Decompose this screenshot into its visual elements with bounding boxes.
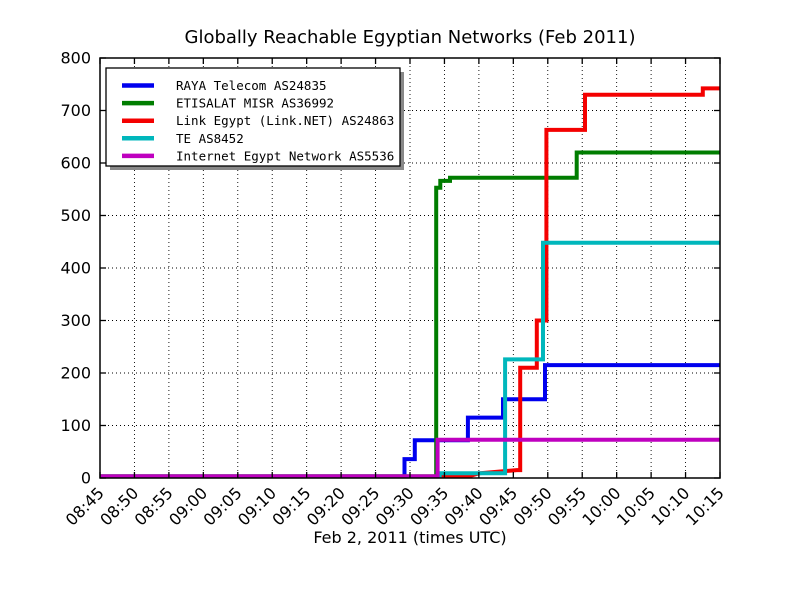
x-tick-label: 08:50 [96, 483, 142, 529]
x-tick-label: 09:10 [234, 483, 280, 529]
series-line-etisalat-misr-as36992 [100, 150, 720, 479]
y-tick-label: 200 [60, 364, 91, 383]
legend-item: Internet Egypt Network AS5536 [122, 148, 394, 163]
x-tick-label: 09:00 [165, 483, 211, 529]
x-tick-label: 09:25 [337, 483, 383, 529]
x-tick-label: 09:30 [372, 483, 418, 529]
x-tick-label: 10:00 [578, 483, 624, 529]
legend: RAYA Telecom AS24835 ETISALAT MISR AS3699… [105, 67, 404, 170]
x-tick-label: 09:20 [303, 483, 349, 529]
y-tick-labels: 0 100 200 300 400 500 600 700 800 [60, 49, 91, 488]
legend-item: RAYA Telecom AS24835 [122, 78, 327, 93]
legend-item: ETISALAT MISR AS36992 [122, 96, 334, 111]
y-tick-label: 0 [81, 469, 91, 488]
x-tick-label: 10:10 [647, 483, 693, 529]
x-axis-label: Feb 2, 2011 (times UTC) [313, 528, 506, 547]
grid-layer [100, 58, 720, 478]
x-tick-label: 10:15 [682, 483, 728, 529]
series-layer [100, 86, 720, 479]
y-tick-label: 600 [60, 154, 91, 173]
y-tick-label: 500 [60, 206, 91, 225]
x-tick-label: 09:40 [441, 483, 487, 529]
y-tick-label: 700 [60, 101, 91, 120]
legend-item: Link Egypt (Link.NET) AS24863 [122, 113, 394, 128]
x-tick-label: 09:35 [406, 483, 452, 529]
x-tick-label: 09:45 [475, 483, 521, 529]
series-line-raya-telecom-as24835 [100, 363, 720, 479]
x-tick-label: 08:55 [131, 483, 177, 529]
x-tick-label: 08:45 [62, 483, 108, 529]
x-tick-label: 09:55 [544, 483, 590, 529]
x-tick-label: 09:05 [200, 483, 246, 529]
x-tick-label: 10:05 [613, 483, 659, 529]
x-tick-label: 09:50 [510, 483, 556, 529]
legend-item: TE AS8452 [122, 131, 244, 146]
y-tick-label: 400 [60, 259, 91, 278]
x-tick-labels: 08:4508:5008:5509:0009:0509:1009:1509:20… [62, 483, 728, 529]
legend-label: Internet Egypt Network AS5536 [176, 148, 394, 163]
legend-label: ETISALAT MISR AS36992 [176, 96, 334, 111]
y-tick-label: 300 [60, 311, 91, 330]
legend-label: Link Egypt (Link.NET) AS24863 [176, 113, 394, 128]
series-line-internet-egypt-network-as5536 [100, 437, 720, 479]
y-tick-label: 800 [60, 49, 91, 68]
plot-frame [99, 57, 721, 479]
legend-box [105, 67, 401, 167]
chart-title: Globally Reachable Egyptian Networks (Fe… [185, 27, 636, 48]
x-tick-label: 09:15 [268, 483, 314, 529]
legend-label: RAYA Telecom AS24835 [176, 78, 327, 93]
y-tick-label: 100 [60, 416, 91, 435]
legend-label: TE AS8452 [176, 131, 244, 146]
